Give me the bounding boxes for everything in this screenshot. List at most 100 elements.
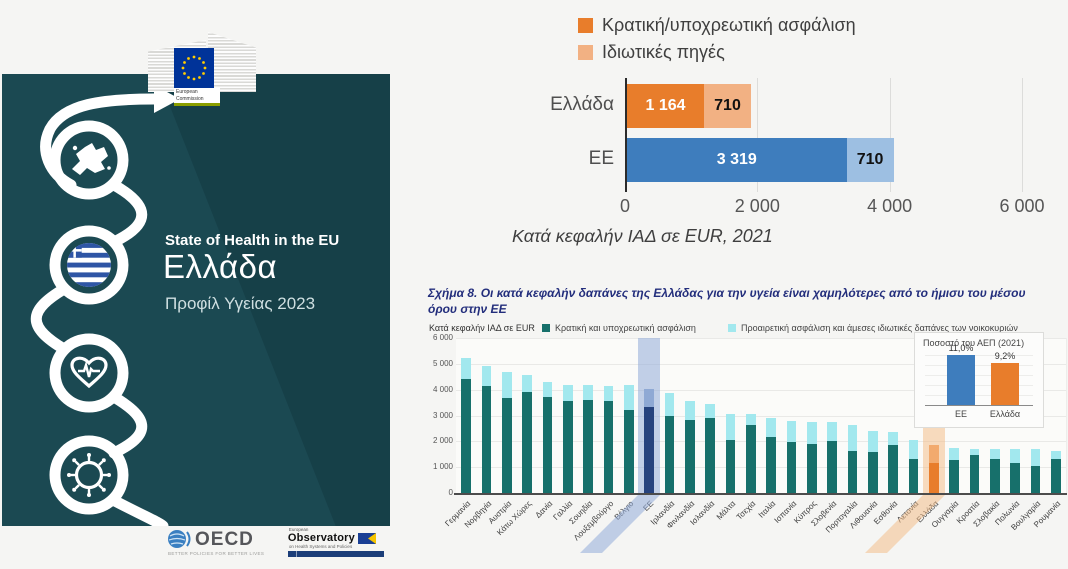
stacked-bar-Γερμανία	[461, 358, 471, 379]
gridline	[889, 78, 891, 192]
figure-8-unit-label: Κατά κεφαλήν ΙΑΔ σε EUR	[429, 323, 535, 333]
gridline	[625, 78, 627, 192]
cover-country-title: Ελλάδα	[163, 248, 278, 285]
figure-8-legend-item: Κρατική και υποχρεωτική ασφάλιση	[542, 323, 696, 333]
berlaymont-building-graphic	[208, 32, 256, 92]
stacked-bar-Ελλάδα	[929, 444, 939, 463]
europe-map-icon	[72, 143, 111, 175]
y-tick-label: 0	[448, 488, 453, 497]
legend-label: Κρατική/υποχρεωτική ασφάλιση	[602, 15, 856, 35]
y-tick-label: 6 000	[432, 333, 453, 342]
european-commission-logo: European Commission	[146, 28, 262, 106]
stacked-bar-Σλοβακία	[990, 448, 1000, 459]
stacked-bar-Φινλανδία	[685, 400, 695, 420]
stacked-bar-Ουγγαρία	[949, 460, 959, 493]
legend-swatch	[542, 324, 550, 332]
inset-value-label: 11,0%	[948, 343, 974, 353]
inset-bar-Ελλάδα	[991, 363, 1019, 405]
stacked-bar-Νορβηγία	[481, 385, 492, 493]
y-tick-label: 2 000	[432, 436, 453, 446]
stacked-bar-Ισλανδία	[705, 418, 715, 493]
stacked-bar-Δανία	[542, 397, 553, 493]
oecd-wordmark: OECD	[195, 529, 254, 550]
stacked-bar-Γαλλία	[563, 401, 573, 493]
ring-2	[49, 225, 129, 305]
figure-8-legend-item: Προαιρετική ασφάλιση και άμεσες ιδιωτικέ…	[728, 323, 1018, 333]
legend-swatch	[728, 324, 736, 332]
inset-bar-ΕΕ	[947, 355, 975, 405]
ec-logo-label: European Commission	[174, 88, 220, 106]
cover-card: State of Health in the EU Ελλάδα Προφίλ …	[2, 74, 390, 526]
gridline	[1022, 78, 1023, 192]
inset-gridline	[925, 385, 1033, 386]
stacked-bar-Πολωνία	[1010, 462, 1020, 493]
inset-title: Ποσοστό του ΑΕΠ (2021)	[923, 338, 1025, 348]
series-title: State of Health in the EU	[165, 232, 340, 249]
category-label: ΕΕ	[588, 148, 614, 169]
top-chart-legend: Κρατική/υποχρεωτική ασφάλιση Ιδιωτικές πη…	[578, 12, 856, 66]
stacked-bar-Πορτογαλία	[847, 425, 858, 451]
greek-flag-icon	[67, 243, 111, 287]
stacked-bar-Λουξεμβούργο	[603, 385, 614, 401]
legend-swatch	[578, 45, 593, 60]
stacked-bar-Ρουμανία	[1051, 459, 1061, 493]
x-tick-label: 4 000	[867, 196, 913, 216]
legend-item: Κρατική/υποχρεωτική ασφάλιση	[578, 12, 856, 39]
stacked-bar-Σλοβενία	[827, 422, 837, 442]
inset-gridline	[925, 365, 1033, 366]
y-tick-label: 4 000	[432, 384, 453, 394]
eu-flag-icon	[174, 48, 214, 88]
stacked-bar-Πολωνία	[1010, 449, 1020, 463]
stacked-bar-Αυστρία	[502, 372, 512, 399]
gridline	[456, 467, 1066, 469]
stacked-bar-Μάλτα	[725, 414, 736, 441]
stacked-bar-Λιθουανία	[868, 431, 878, 452]
stacked-bar-Βουλγαρία	[1030, 449, 1041, 467]
stacked-bar-Ισλανδία	[705, 403, 715, 419]
ring-4	[49, 435, 129, 515]
top-chart-caption: Κατά κεφαλήν ΙΑΔ σε EUR, 2021	[512, 226, 773, 246]
stacked-bar-Σλοβακία	[990, 458, 1000, 493]
gridline	[456, 338, 1066, 339]
x-tick-label: 0	[619, 196, 630, 216]
bar-segment: 710	[846, 138, 894, 182]
stacked-bar-Γερμανία	[461, 378, 471, 493]
stacked-bar-Ισπανία	[786, 441, 797, 493]
figure-8: Σχήμα 8. Οι κατά κεφαλήν δαπάνες της Ελλ…	[428, 286, 1068, 569]
inset-baseline	[925, 405, 1033, 406]
stacked-bar-Γαλλία	[563, 385, 573, 402]
gridline	[456, 363, 1066, 365]
figure-8-title: Σχήμα 8. Οι κατά κεφαλήν δαπάνες της Ελλ…	[428, 286, 1026, 316]
stacked-bar-Ουγγαρία	[949, 447, 959, 461]
gridline	[456, 415, 1066, 417]
path-connector-2	[30, 283, 70, 355]
oecd-logo: OECD BETTER POLICIES FOR BETTER LIVES	[166, 527, 264, 556]
category-label: Ελλάδα	[550, 94, 614, 115]
oecd-tagline: BETTER POLICIES FOR BETTER LIVES	[168, 551, 265, 556]
gridline	[456, 441, 1066, 443]
stacked-bar-Τσεχία	[746, 424, 756, 493]
bar-segment: 1 164	[627, 84, 705, 128]
ring-3	[49, 333, 129, 413]
stacked-bar-Ελλάδα	[929, 462, 939, 493]
observatory-bar	[287, 551, 384, 557]
stacked-bar-Ιταλία	[766, 417, 776, 437]
stacked-bar-Κύπρος	[807, 443, 817, 493]
legend-label: Ιδιωτικές πηγές	[602, 42, 725, 62]
stacked-bar-Κροατία	[969, 449, 980, 456]
cover-edition: Προφίλ Υγείας 2023	[165, 294, 316, 313]
stacked-bar-Τσεχία	[746, 413, 756, 425]
stacked-bar-Σουηδία	[583, 399, 593, 493]
winding-path-artwork	[30, 85, 180, 526]
gridline	[456, 389, 1066, 391]
stacked-bar-Κύπρος	[807, 421, 817, 444]
stacked-bar-Πορτογαλία	[847, 450, 858, 493]
top-chart-plot: 1 164 710 3 319 710	[625, 78, 1023, 192]
stacked-bar-Κάτω Χώρες	[522, 374, 532, 392]
inset-value-label: 9,2%	[994, 351, 1016, 362]
inset-gridline	[925, 375, 1033, 376]
x-tick-label: 6 000	[999, 196, 1045, 216]
stacked-bar-Λετονία	[908, 459, 919, 493]
x-tick-label: 2 000	[734, 196, 780, 216]
